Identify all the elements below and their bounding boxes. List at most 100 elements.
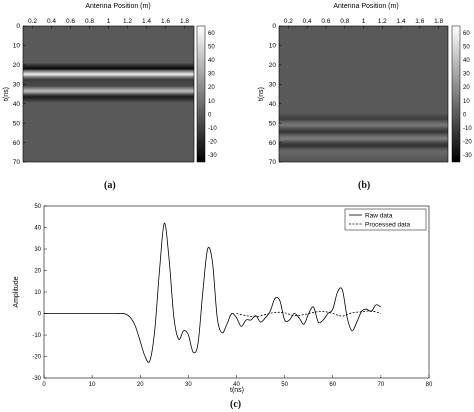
panel-c-xlabel: t(ns) — [230, 387, 244, 394]
x-tick-label: 0.6 — [321, 18, 330, 25]
y-tick-label: 20 — [34, 269, 41, 275]
colorbar-tick-label: 0 — [208, 112, 212, 118]
heatmap-panel-a: Antenna Position (m) 0.2 0.4 0.6 0.8 1 1.2 1.4… — [3, 3, 217, 166]
y-tick-label: 0 — [38, 312, 42, 318]
colorbar-tick-label: 20 — [463, 85, 470, 91]
y-tick-label: 0 — [272, 23, 276, 30]
x-tick-label: 30 — [185, 382, 192, 388]
x-tick-label: 0.8 — [340, 18, 349, 25]
x-tick-label: 1.4 — [397, 18, 406, 25]
legend-raw-label: Raw data — [365, 213, 393, 220]
panel-a-ylabel: t(ns) — [3, 87, 10, 101]
y-tick-label: 40 — [34, 226, 41, 232]
panel-a-colorbar — [196, 25, 206, 163]
y-tick-label: 60 — [13, 140, 21, 147]
colorbar-tick-label: -30 — [208, 153, 217, 159]
colorbar-tick-label: 20 — [208, 85, 215, 91]
panel-b-xticks: 0.2 0.4 0.6 0.8 1 1.2 1.4 1.6 1.8 — [284, 18, 444, 29]
panel-c-frame — [43, 205, 430, 379]
y-tick-label: 20 — [269, 62, 277, 69]
x-tick-label: 1 — [362, 18, 366, 25]
series-processed-data-line — [236, 310, 381, 318]
colorbar-tick-label: 0 — [463, 112, 467, 118]
legend-processed-label: Processed data — [365, 222, 411, 229]
series-raw-data-line — [44, 222, 382, 363]
caption-c: (c) — [230, 399, 242, 410]
y-tick-label: 50 — [269, 120, 277, 127]
panel-b-ylabel: t(ns) — [258, 87, 265, 101]
legend-box — [344, 208, 427, 231]
colorbar-tick-label: -30 — [463, 153, 472, 159]
line-chart-panel-c: 0 10 20 30 40 50 60 70 80 50 40 30 20 10 0 -10 -20 -30 A… — [13, 204, 433, 394]
y-tick-label: -10 — [32, 333, 41, 339]
colorbar-tick-label: 50 — [463, 44, 470, 50]
panel-c-legend: Raw data Processed data — [344, 208, 427, 231]
panel-a-colorbar-ticks: 60 50 40 30 20 10 0 -10 -20 -30 — [208, 31, 217, 159]
y-tick-label: 10 — [34, 290, 41, 296]
y-tick-label: 30 — [13, 81, 21, 88]
x-tick-label: 1 — [107, 18, 111, 25]
y-tick-label: 10 — [269, 43, 277, 50]
y-tick-label: -30 — [32, 376, 41, 382]
colorbar-tick-label: 60 — [208, 31, 215, 37]
y-tick-label: -20 — [32, 355, 41, 361]
colorbar-tick-label: 50 — [208, 44, 215, 50]
x-tick-label: 0.2 — [28, 18, 37, 25]
x-tick-label: 80 — [426, 382, 433, 388]
panel-b-colorbar — [451, 25, 461, 163]
x-tick-label: 10 — [89, 382, 96, 388]
colorbar-tick-label: 60 — [463, 31, 470, 37]
y-tick-label: 20 — [13, 62, 21, 69]
y-tick-label: 10 — [13, 43, 21, 50]
x-tick-label: 1.2 — [378, 18, 387, 25]
colorbar-tick-label: -20 — [463, 140, 472, 146]
panel-b-colorbar-ticks: 60 50 40 30 20 10 0 -10 -20 -30 — [463, 31, 472, 159]
x-tick-label: 1.6 — [161, 18, 170, 25]
panel-c-lines — [44, 222, 382, 363]
x-tick-label: 70 — [378, 382, 385, 388]
y-tick-label: 60 — [269, 140, 277, 147]
x-tick-label: 0 — [42, 382, 46, 388]
x-tick-label: 0.6 — [66, 18, 75, 25]
panel-c-xticks: 0 10 20 30 40 50 60 70 80 — [42, 375, 433, 388]
panel-b-xlabel: Antenna Position (m) — [333, 3, 398, 10]
panel-b-yticks: 0 10 20 30 40 50 60 70 — [269, 23, 282, 166]
y-tick-label: 30 — [34, 247, 41, 253]
colorbar-tick-label: -20 — [208, 140, 217, 146]
x-tick-label: 0.4 — [303, 18, 312, 25]
x-tick-label: 1.8 — [434, 18, 443, 25]
heatmap-panel-b: Antenna Position (m) 0.2 0.4 0.6 0.8 1 1.2 1.4… — [258, 3, 472, 166]
colorbar-tick-label: 30 — [463, 72, 470, 78]
y-tick-label: 70 — [269, 159, 277, 166]
heatmap-band — [23, 90, 194, 103]
y-tick-label: 70 — [13, 159, 21, 166]
heatmap-band — [279, 146, 448, 159]
panel-a-bands — [23, 26, 194, 162]
y-tick-label: 40 — [13, 101, 21, 108]
colorbar-tick-label: 10 — [208, 99, 215, 105]
panel-c-yticks: 50 40 30 20 10 0 -10 -20 -30 — [32, 204, 47, 382]
x-tick-label: 40 — [233, 382, 240, 388]
x-tick-label: 0.4 — [47, 18, 56, 25]
x-tick-label: 60 — [329, 382, 336, 388]
panel-c-ylabel: Amplitude — [13, 276, 20, 307]
x-tick-label: 1.6 — [415, 18, 424, 25]
y-tick-label: 40 — [269, 101, 277, 108]
panel-a-yticks: 0 10 20 30 40 50 60 70 — [13, 23, 26, 166]
x-tick-label: 1.8 — [180, 18, 189, 25]
y-tick-label: 30 — [269, 81, 277, 88]
x-tick-label: 20 — [137, 382, 144, 388]
colorbar-tick-label: -10 — [208, 126, 217, 132]
panel-a-xlabel: Antenna Position (m) — [85, 3, 150, 10]
y-tick-label: 0 — [16, 23, 20, 30]
x-tick-label: 0.2 — [284, 18, 293, 25]
x-tick-label: 1.2 — [123, 18, 132, 25]
colorbar-tick-label: 10 — [463, 99, 470, 105]
colorbar-tick-label: 30 — [208, 72, 215, 78]
x-tick-label: 1.4 — [142, 18, 151, 25]
caption-a: (a) — [104, 180, 116, 191]
caption-b: (b) — [358, 180, 371, 191]
y-tick-label: 50 — [13, 120, 21, 127]
panel-a-xticks: 0.2 0.4 0.6 0.8 1 1.2 1.4 1.6 1.8 — [28, 18, 189, 29]
